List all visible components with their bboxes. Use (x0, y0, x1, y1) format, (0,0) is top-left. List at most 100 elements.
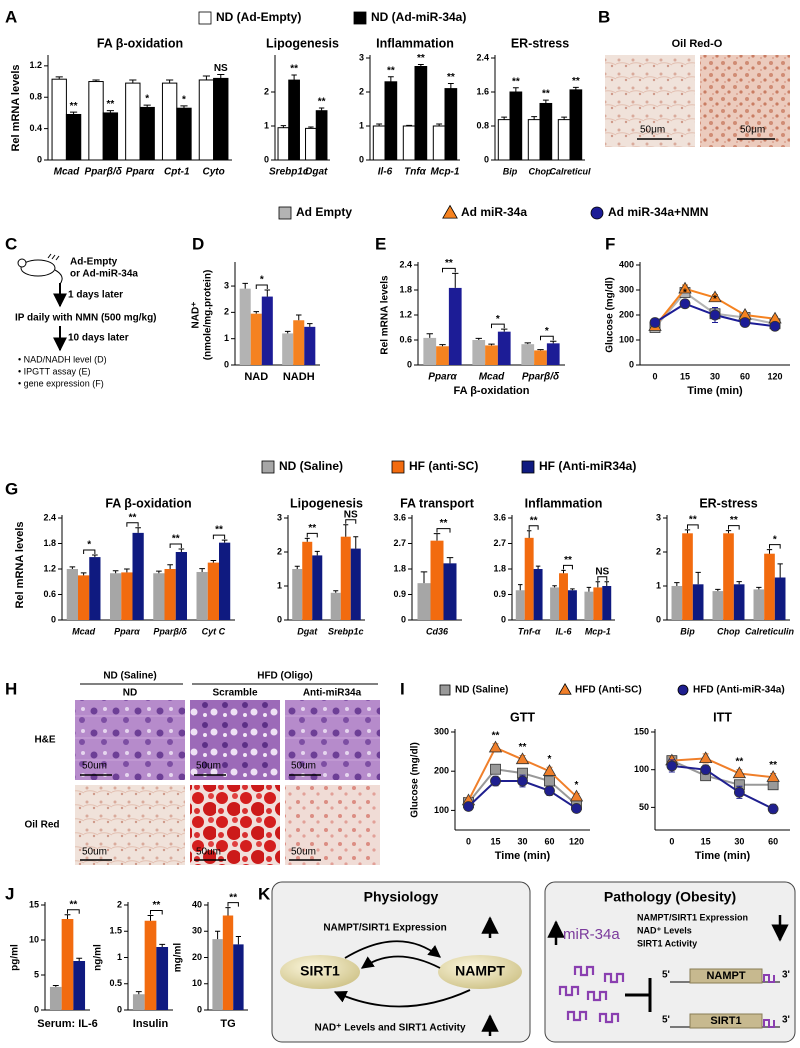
y-tick-label: 0 (37, 154, 42, 164)
bar (432, 125, 446, 161)
point (544, 775, 555, 787)
category-label: Mcad (54, 167, 80, 178)
y-tick-label: 0 (34, 1004, 39, 1014)
error-bar (766, 549, 773, 554)
significance: ** (69, 899, 77, 910)
bar (66, 569, 79, 620)
error-bar (406, 124, 413, 126)
bar (527, 119, 541, 161)
y-axis-label: Rel mRNA levels (14, 521, 26, 608)
y-tick-label: 1.5 (109, 926, 122, 936)
legend-label: ND (Ad-miR-34a) (371, 10, 466, 24)
legend-label: Ad miR-34a (461, 205, 527, 219)
row-label: H&E (34, 735, 55, 746)
significance: ** (70, 101, 78, 112)
point (649, 317, 661, 328)
chart-title: FA β-oxidation (97, 36, 183, 50)
bar (521, 344, 535, 365)
bar (121, 572, 133, 620)
error-bar (756, 586, 762, 590)
significance: ** (290, 64, 298, 75)
bar (239, 288, 251, 365)
x-tick-label: 60 (544, 836, 554, 846)
error-bar (225, 907, 231, 916)
bracket (728, 525, 740, 530)
legend-label: HF (Anti-miR34a) (539, 459, 636, 473)
panel-label: I (400, 679, 405, 698)
x-tick-label: 30 (734, 836, 744, 846)
scale-bar-label: 50um (291, 761, 316, 772)
error-bar (147, 915, 154, 921)
bracket (563, 564, 573, 570)
error-bar (376, 123, 383, 126)
panel-label: B (598, 7, 610, 26)
legend-label: ND (Saline) (455, 685, 508, 696)
node-label: NAMPT (455, 963, 505, 979)
arrow (333, 989, 471, 1008)
error-bar (537, 349, 544, 351)
bar (712, 591, 724, 620)
error-bar (69, 111, 78, 115)
category-label: NADH (283, 371, 315, 383)
category-label: Dgat (305, 167, 328, 178)
error-bar (570, 588, 575, 591)
category-label: Il-6 (378, 167, 393, 178)
point (733, 786, 745, 798)
legend-swatch (590, 206, 604, 220)
error-bar (69, 566, 76, 569)
error-bar (235, 936, 241, 945)
y-tick-label: 1.8 (393, 563, 406, 573)
bar (292, 569, 303, 620)
category-label: Pparβ/δ (85, 167, 123, 178)
scale-bar-label: 50um (196, 761, 221, 772)
legend-swatch (198, 11, 212, 25)
point (767, 803, 779, 815)
panel-label: E (375, 234, 386, 253)
y-axis-label: mg/ml (173, 943, 184, 973)
diagram-text: 5' (662, 970, 670, 981)
chart-title: FA β-oxidation (105, 496, 191, 510)
box-title: Pathology (Obesity) (604, 889, 736, 905)
category-label: Srebp1c (328, 626, 364, 636)
bar (213, 77, 229, 161)
legend-label: HF (anti-SC) (409, 459, 478, 473)
bar (692, 584, 704, 620)
significance: ** (129, 512, 137, 523)
significance: ** (447, 72, 455, 83)
legend-swatch (521, 460, 535, 474)
y-tick-label: 1.8 (399, 284, 412, 294)
error-bar (501, 116, 508, 120)
y-tick-label: 200 (619, 309, 634, 319)
panel-label: C (5, 234, 17, 253)
bracket (687, 524, 699, 529)
diagram-text: 3' (782, 1015, 790, 1026)
error-bar (217, 73, 225, 79)
significance: * (683, 287, 687, 298)
category-label: Cpt-1 (164, 167, 190, 178)
legend-swatch (353, 11, 367, 25)
y-tick-label: 0 (501, 614, 506, 624)
y-tick-label: 0 (117, 1004, 122, 1014)
micrograph (285, 700, 380, 780)
error-bar (156, 570, 162, 574)
y-tick-label: 100 (434, 805, 449, 815)
point (569, 789, 584, 802)
legend-label: ND (Ad-Empty) (216, 10, 301, 24)
category-label: Cd36 (426, 626, 449, 636)
y-axis-label: Rel mRNA levels (10, 64, 22, 151)
diagram-text: NAD⁺ Levels and SIRT1 Activity (314, 1023, 465, 1034)
diagram-box (544, 881, 796, 1043)
error-bar (736, 581, 742, 585)
bracket (212, 534, 226, 540)
significance: * (713, 294, 717, 305)
mirna-glyph (763, 974, 775, 983)
point (766, 770, 780, 782)
significance: NS (344, 509, 358, 520)
y-axis-label: Glucose (mg/dl) (410, 742, 421, 818)
error-bar (64, 914, 71, 919)
bar (312, 555, 323, 620)
y-tick-label: 0.8 (29, 92, 42, 102)
x-axis-label: Serum: IL-6 (37, 1018, 98, 1030)
x-tick-label: 30 (517, 836, 527, 846)
error-bar (501, 328, 508, 332)
